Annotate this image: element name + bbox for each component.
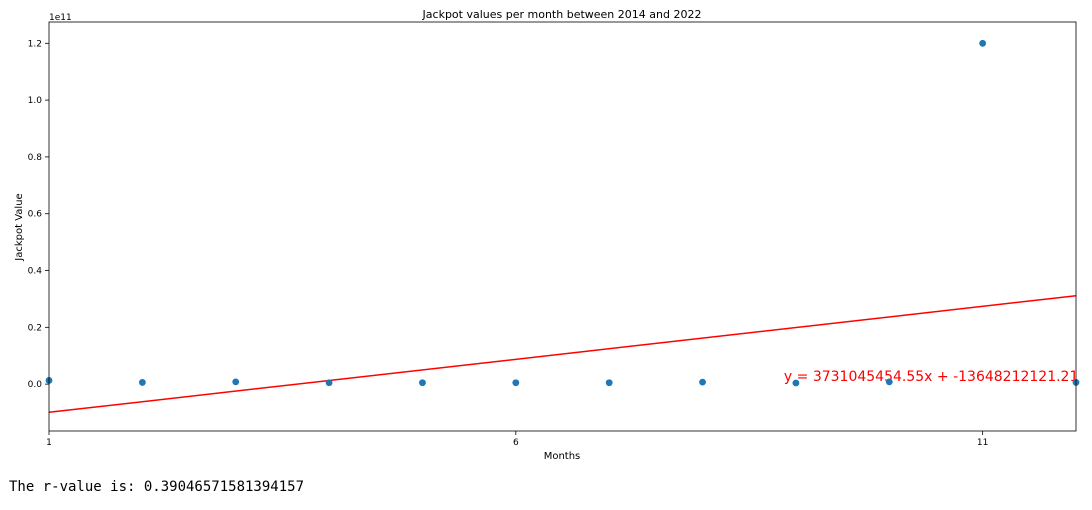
data-point	[512, 379, 520, 387]
y-tick-label: 0.2	[28, 323, 42, 333]
y-tick-label: 1.2	[28, 39, 42, 49]
x-tick-label: 11	[977, 438, 988, 448]
data-point	[699, 378, 706, 386]
y-tick-label: 0.6	[28, 210, 43, 220]
data-point	[979, 39, 987, 47]
data-point	[792, 379, 800, 387]
y-tick-label: 0.0	[28, 380, 43, 390]
y-offset-label: 1e11	[49, 13, 72, 23]
regression-equation: y = 3731045454.55x + -13648212121.21	[784, 369, 1078, 385]
points-layer	[45, 39, 1080, 387]
plot-frame	[48, 21, 1077, 432]
x-tick-label: 6	[513, 438, 519, 448]
data-point	[232, 378, 240, 386]
regression-layer: y = 3731045454.55x + -13648212121.21	[48, 294, 1078, 414]
data-point	[138, 379, 146, 386]
x-axis: 1 6 11	[46, 431, 988, 448]
y-axis-label: Jackpot Value	[14, 193, 25, 261]
chart-title: Jackpot values per month between 2014 an…	[422, 8, 702, 21]
regression-line	[48, 294, 1077, 414]
x-tick-label: 1	[46, 438, 52, 448]
data-point	[605, 379, 613, 387]
y-tick-label: 1.0	[28, 96, 43, 106]
r-value-output: The r-value is: 0.39046571581394157	[9, 479, 305, 495]
scatter-chart: Jackpot values per month between 2014 an…	[14, 8, 1080, 462]
x-axis-label: Months	[544, 451, 581, 462]
data-point	[419, 379, 426, 387]
y-axis: 0.0 0.2 0.4 0.6 0.8 1.0 1.2	[28, 39, 49, 390]
y-tick-label: 0.4	[28, 267, 43, 277]
y-tick-label: 0.8	[28, 153, 43, 163]
data-point	[885, 378, 893, 386]
data-point	[325, 379, 333, 387]
